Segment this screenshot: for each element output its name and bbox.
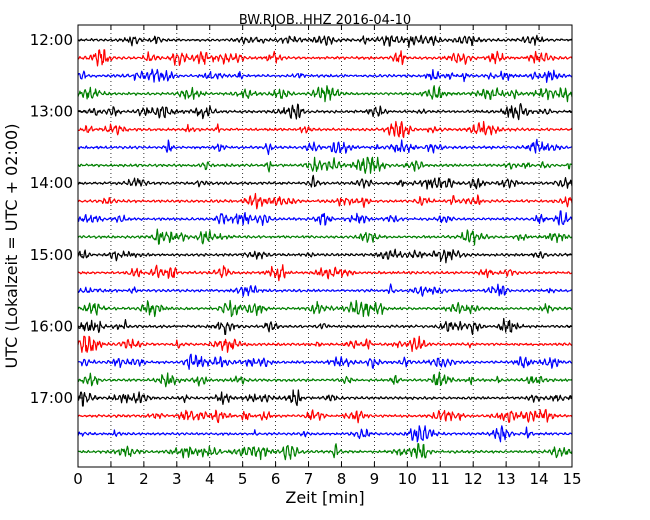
seismic-trace (77, 138, 573, 156)
x-tick-label: 7 (304, 470, 314, 488)
plot-frame (77, 24, 573, 468)
x-tick-label: 14 (530, 470, 549, 488)
x-tick-label: 15 (562, 470, 581, 488)
seismic-trace (77, 210, 573, 227)
x-tick-label: 5 (238, 470, 248, 488)
x-axis: 0 1 2 3 4 5 6 7 8 9 10 11 12 13 14 15 (73, 25, 582, 488)
seismic-trace (77, 408, 573, 424)
x-tick-label: 0 (73, 470, 83, 488)
seismic-trace (77, 264, 573, 282)
x-tick-label: 11 (431, 470, 450, 488)
seismic-trace (77, 248, 573, 264)
x-tick-label: 8 (337, 470, 347, 488)
seismic-trace (77, 192, 573, 210)
y-tick-label: 12:00 (30, 31, 73, 49)
x-tick-label: 6 (271, 470, 281, 488)
x-tick-label: 9 (370, 470, 380, 488)
x-tick-label: 1 (106, 470, 116, 488)
seismic-trace (77, 49, 573, 67)
x-tick-label: 12 (464, 470, 483, 488)
y-tick-label: 17:00 (30, 389, 73, 407)
x-tick-label: 13 (497, 470, 516, 488)
grid-lines (110, 25, 540, 467)
seismic-trace (77, 443, 573, 461)
x-tick-label: 3 (172, 470, 182, 488)
y-tick-label: 15:00 (30, 246, 73, 264)
seismic-trace (77, 103, 573, 121)
seismic-trace (77, 85, 573, 103)
seismic-trace (77, 156, 573, 174)
seismic-trace (77, 389, 573, 407)
seismic-trace (77, 283, 573, 297)
seismic-trace (77, 317, 573, 335)
y-axis-label: UTC (Lokalzeit = UTC + 02:00) (2, 124, 21, 369)
y-tick-label: 13:00 (30, 103, 73, 121)
y-tick-label: 14:00 (30, 174, 73, 192)
seismic-trace (77, 371, 573, 388)
x-tick-label: 2 (139, 470, 149, 488)
seismic-trace (77, 335, 573, 353)
seismic-trace (77, 34, 573, 48)
seismic-trace (77, 353, 573, 370)
seismic-trace (77, 299, 573, 318)
chart-title: BW.RJOB..HHZ 2016-04-10 (239, 13, 411, 28)
x-axis-label: Zeit [min] (285, 488, 364, 507)
traces (77, 34, 573, 461)
y-tick-label: 16:00 (30, 317, 73, 335)
seismic-trace (77, 425, 573, 443)
seismic-trace (77, 174, 573, 190)
y-axis: 12:00 13:00 14:00 15:00 16:00 17:00 (30, 31, 572, 407)
seismic-trace (77, 68, 573, 83)
seismic-trace (77, 120, 573, 139)
x-tick-label: 4 (205, 470, 215, 488)
x-tick-label: 10 (398, 470, 417, 488)
seismic-trace (77, 228, 573, 246)
